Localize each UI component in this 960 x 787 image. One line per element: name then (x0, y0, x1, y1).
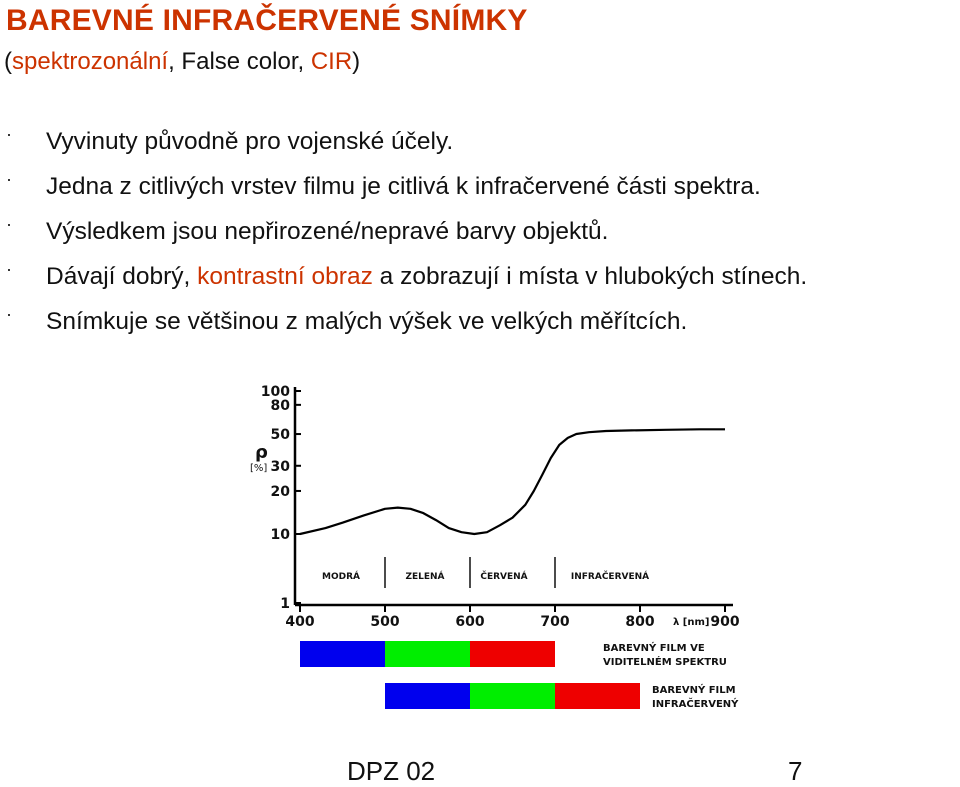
y-tick-label: 50 (271, 427, 291, 443)
band-segment (555, 683, 640, 709)
x-tick-label: 600 (455, 614, 484, 630)
bullet-text: Výsledkem jsou nepřirozené/nepravé barvy… (46, 218, 609, 245)
bullet-marker: · (6, 124, 12, 144)
band-segment (470, 641, 555, 667)
x-tick-label: 500 (370, 614, 399, 630)
subtitle: (spektrozonální, False color, CIR) (4, 48, 360, 76)
bullet-text: Vyvinuty původně pro vojenské účely. (46, 128, 454, 155)
band-label: BAREVNÝ FILM (652, 683, 736, 696)
band-label: VIDITELNÉM SPEKTRU (603, 655, 727, 668)
y-tick-label: 20 (271, 484, 291, 500)
band-segment (300, 641, 385, 667)
band-segment (385, 641, 470, 667)
bullet-marker: · (6, 259, 12, 279)
x-tick-label: 800 (625, 614, 654, 630)
x-ticks: 400 500 600 700 800 900 (285, 605, 740, 630)
region-label: INFRAČERVENÁ (571, 570, 649, 582)
band-segment (385, 683, 470, 709)
bullet-highlight: kontrastní obraz (197, 263, 373, 290)
subtitle-term: spektrozonální (12, 48, 169, 75)
y-tick-label: 10 (271, 527, 291, 543)
reflectance-curve-group (299, 428, 725, 536)
bullet-marker: · (6, 304, 12, 324)
region-label: ZELENÁ (405, 570, 444, 582)
page-number: 7 (788, 756, 803, 786)
bullet-text-pre: Dávají dobrý, (46, 263, 198, 290)
footer-label: DPZ 02 (347, 756, 436, 786)
reflectance-curve (299, 428, 725, 536)
bullet-text: Dávají dobrý, kontrastní obraz a zobrazu… (46, 263, 807, 291)
slide-title: BAREVNÉ INFRAČERVENÉ SNÍMKY (6, 4, 528, 37)
band-segment (470, 683, 555, 709)
bullet-text-post: a zobrazují i místa v hlubokých stínech. (372, 263, 808, 290)
band-label: BAREVNÝ FILM VE (603, 641, 705, 654)
y-axis-unit: [%] (250, 463, 267, 474)
x-tick-label: 900 (710, 614, 739, 630)
bullet-marker: · (6, 214, 12, 234)
y-axis-label: ρ (255, 442, 268, 463)
x-tick-label: 700 (540, 614, 569, 630)
y-tick-label: 100 (261, 384, 290, 400)
x-axis-label: λ [nm] (673, 617, 710, 628)
band-label: INFRAČERVENÝ (652, 697, 739, 710)
subtitle-close: ) (352, 48, 361, 75)
subtitle-open: ( (4, 48, 12, 75)
subtitle-middle: , False color, (168, 48, 311, 75)
y-tick-label: 1 (280, 596, 290, 612)
chart-axes (293, 387, 733, 607)
region-label: ČERVENÁ (480, 570, 527, 582)
y-tick-label: 80 (271, 398, 291, 414)
region-label: MODRÁ (322, 570, 360, 582)
region-labels: MODRÁ ZELENÁ ČERVENÁ INFRAČERVENÁ (322, 557, 649, 588)
bullet-text: Snímkuje se většinou z malých výšek ve v… (46, 308, 688, 335)
bullet-text: Jedna z citlivých vrstev filmu je citliv… (46, 173, 761, 200)
bullet-marker: · (6, 169, 12, 189)
subtitle-abbr: CIR (310, 48, 353, 75)
x-tick-label: 400 (285, 614, 314, 630)
y-tick-label: 30 (271, 459, 291, 475)
